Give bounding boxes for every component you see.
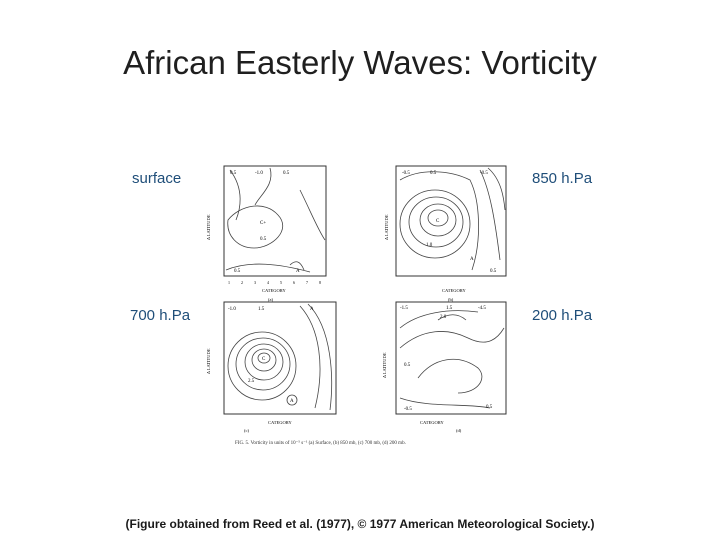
svg-text:-0.5: -0.5 [480,171,488,176]
svg-text:CATEGORY: CATEGORY [442,288,467,293]
source-note: (Figure obtained from Reed et al. (1977)… [125,517,595,531]
svg-text:8: 8 [319,280,321,285]
vorticity-panel-700: -1.0 1.5 A C 2.5 A CATEGORY (c) Δ LATITU… [206,301,337,433]
svg-text:Δ LATITUDE: Δ LATITUDE [206,348,211,374]
svg-text:1: 1 [228,280,230,285]
svg-text:C: C [262,357,266,362]
svg-text:-1.5: -1.5 [400,306,408,311]
svg-text:3: 3 [254,280,256,285]
svg-text:A: A [470,257,474,262]
svg-text:(a): (a) [268,297,273,302]
svg-text:7: 7 [306,280,308,285]
svg-text:0.5: 0.5 [486,405,493,410]
svg-text:0.5: 0.5 [283,171,290,176]
panel-label-850: 850 h.Pa [532,170,593,187]
svg-text:Δ LATITUDE: Δ LATITUDE [384,214,389,240]
svg-text:A: A [310,307,314,312]
svg-text:Δ LATITUDE: Δ LATITUDE [206,214,211,240]
svg-text:0.5: 0.5 [430,171,437,176]
svg-text:1.5: 1.5 [446,306,453,311]
svg-text:(b): (b) [448,297,454,302]
panel-label-surface: surface [132,170,182,187]
svg-text:C+: C+ [260,221,266,226]
svg-text:1.0: 1.0 [426,243,433,248]
svg-text:A: A [290,399,294,404]
svg-text:C: C [436,219,440,224]
x-ticks-a: 1 2 3 4 5 6 7 8 [228,280,321,285]
svg-text:-0.5: -0.5 [404,407,412,412]
svg-text:Δ LATITUDE: Δ LATITUDE [382,352,387,378]
svg-text:(c): (c) [244,428,249,433]
figure-caption: FIG. 5. Vorticity in units of 10⁻⁵ s⁻¹ (… [235,441,406,446]
svg-text:-1.0: -1.0 [255,171,263,176]
panel-label-700: 700 h.Pa [130,307,191,324]
svg-text:CATEGORY: CATEGORY [268,420,293,425]
svg-text:5: 5 [280,280,282,285]
slide-title: African Easterly Waves: Vorticity [123,44,597,81]
svg-text:A: A [296,269,300,274]
vorticity-panel-850: -0.5 0.5 -0.5 C 1.0 A 0.5 CATEGORY (b) Δ… [384,165,507,302]
svg-text:0.5: 0.5 [260,237,267,242]
svg-text:CATEGORY: CATEGORY [420,420,445,425]
svg-text:-1.0: -1.0 [228,307,236,312]
svg-text:(d): (d) [456,428,462,433]
svg-text:1.5: 1.5 [258,307,265,312]
svg-text:0.5: 0.5 [404,363,411,368]
svg-text:-4.5: -4.5 [478,306,486,311]
svg-text:4: 4 [267,280,269,285]
svg-text:6: 6 [293,280,295,285]
svg-text:0.5: 0.5 [490,269,497,274]
vorticity-panel-surface: 0.5 -1.0 0.5 C+ 0.5 0.5 A 1 2 3 4 5 6 7 … [206,165,327,302]
svg-text:-0.5: -0.5 [402,171,410,176]
svg-text:0.5: 0.5 [234,269,241,274]
svg-text:2: 2 [241,280,243,285]
vorticity-panel-200: -1.5 1.5 -4.5 2.0 0.5 -0.5 0.5 CATEGORY … [382,301,507,433]
svg-text:CATEGORY: CATEGORY [262,288,287,293]
panel-label-200: 200 h.Pa [532,307,593,324]
svg-text:2.5: 2.5 [248,379,255,384]
svg-text:2.0: 2.0 [440,315,447,320]
svg-text:0.5: 0.5 [230,171,237,176]
